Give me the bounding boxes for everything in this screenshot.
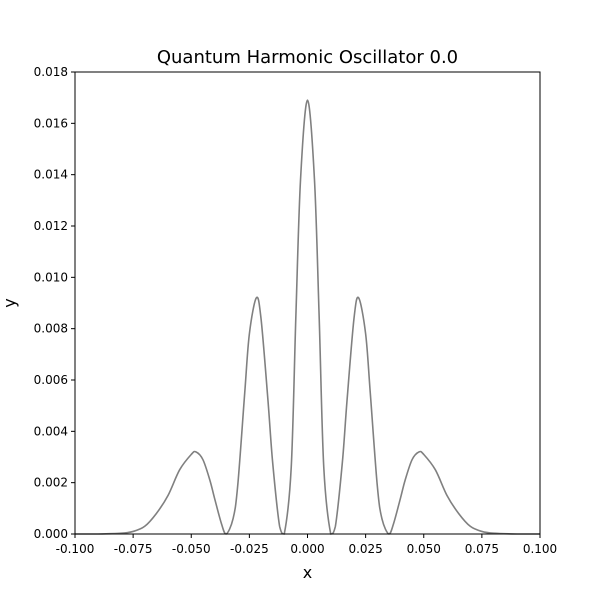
x-tick-label: 0.000 bbox=[290, 542, 324, 556]
chart-title: Quantum Harmonic Oscillator 0.0 bbox=[157, 47, 458, 68]
y-tick-label: 0.002 bbox=[34, 476, 68, 490]
y-axis: 0.000 0.002 0.004 0.006 0.008 0.010 0.012 0.014… bbox=[34, 65, 75, 541]
x-tick-label: 0.050 bbox=[407, 542, 441, 556]
x-tick-label: 0.075 bbox=[465, 542, 499, 556]
series-line-0 bbox=[74, 99, 540, 535]
x-tick-label: -0.075 bbox=[114, 542, 153, 556]
x-axis: -0.100 -0.075 -0.050 -0.025 0.000 0.025 0.050 0… bbox=[56, 534, 557, 556]
plot-frame bbox=[74, 71, 541, 535]
y-tick-label: 0.006 bbox=[34, 373, 68, 387]
x-tick-label: -0.025 bbox=[230, 542, 269, 556]
x-tick-label: -0.050 bbox=[172, 542, 211, 556]
y-axis-label: y bbox=[0, 298, 19, 307]
x-tick-label: 0.100 bbox=[523, 542, 557, 556]
x-tick-label: -0.100 bbox=[56, 542, 95, 556]
y-tick-label: 0.004 bbox=[34, 424, 68, 438]
y-tick-label: 0.000 bbox=[34, 527, 68, 541]
y-tick-label: 0.008 bbox=[34, 322, 68, 336]
series-layer bbox=[74, 99, 540, 535]
y-tick-label: 0.012 bbox=[34, 219, 68, 233]
y-tick-label: 0.010 bbox=[34, 270, 68, 284]
y-tick-label: 0.014 bbox=[34, 168, 68, 182]
x-axis-label: x bbox=[303, 563, 312, 582]
y-tick-label: 0.018 bbox=[34, 65, 68, 79]
x-tick-label: 0.025 bbox=[348, 542, 382, 556]
y-tick-label: 0.016 bbox=[34, 116, 68, 130]
